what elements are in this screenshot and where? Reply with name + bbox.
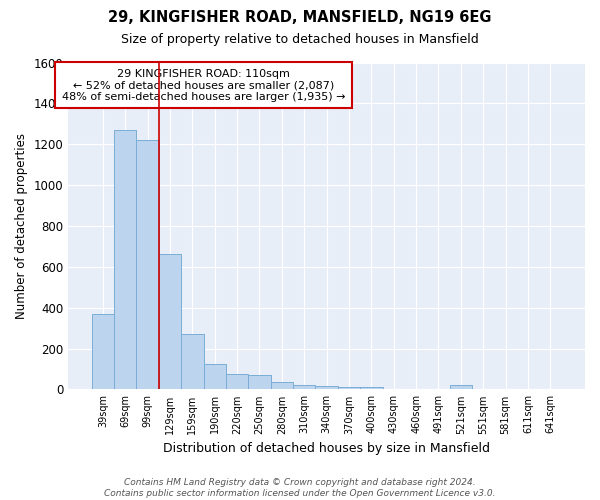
Bar: [114, 130, 136, 390]
Text: Contains HM Land Registry data © Crown copyright and database right 2024.
Contai: Contains HM Land Registry data © Crown c…: [104, 478, 496, 498]
Text: 29 KINGFISHER ROAD: 110sqm
← 52% of detached houses are smaller (2,087)
48% of s: 29 KINGFISHER ROAD: 110sqm ← 52% of deta…: [62, 68, 345, 102]
Bar: [293, 385, 316, 390]
Bar: [92, 314, 114, 390]
Bar: [226, 374, 248, 390]
Bar: [203, 364, 226, 390]
Bar: [159, 254, 181, 390]
Text: Size of property relative to detached houses in Mansfield: Size of property relative to detached ho…: [121, 32, 479, 46]
Text: 29, KINGFISHER ROAD, MANSFIELD, NG19 6EG: 29, KINGFISHER ROAD, MANSFIELD, NG19 6EG: [108, 10, 492, 25]
Bar: [449, 386, 472, 390]
X-axis label: Distribution of detached houses by size in Mansfield: Distribution of detached houses by size …: [163, 442, 490, 455]
Bar: [181, 334, 203, 390]
Bar: [136, 140, 159, 390]
Y-axis label: Number of detached properties: Number of detached properties: [15, 133, 28, 319]
Bar: [271, 382, 293, 390]
Bar: [338, 387, 360, 390]
Bar: [360, 388, 383, 390]
Bar: [316, 386, 338, 390]
Bar: [248, 375, 271, 390]
